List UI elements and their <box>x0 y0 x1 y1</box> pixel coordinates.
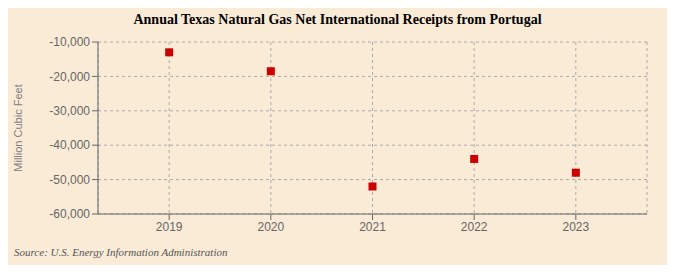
svg-text:-10,000: -10,000 <box>49 35 90 49</box>
svg-text:2020: 2020 <box>257 220 284 234</box>
svg-text:-50,000: -50,000 <box>49 173 90 187</box>
svg-text:2019: 2019 <box>156 220 183 234</box>
svg-text:-30,000: -30,000 <box>49 104 90 118</box>
svg-text:2023: 2023 <box>562 220 589 234</box>
svg-text:-60,000: -60,000 <box>49 207 90 221</box>
svg-text:-40,000: -40,000 <box>49 138 90 152</box>
svg-text:Million Cubic Feet: Million Cubic Feet <box>12 84 24 171</box>
svg-text:-20,000: -20,000 <box>49 70 90 84</box>
svg-text:2022: 2022 <box>461 220 488 234</box>
html-text:Source: U.S. Energy Informatio: Source: U.S. Energy Information Administ… <box>14 246 228 258</box>
svg-text:2021: 2021 <box>359 220 386 234</box>
html-text:Annual Texas Natural Gas Net I: Annual Texas Natural Gas Net Internation… <box>133 12 542 27</box>
